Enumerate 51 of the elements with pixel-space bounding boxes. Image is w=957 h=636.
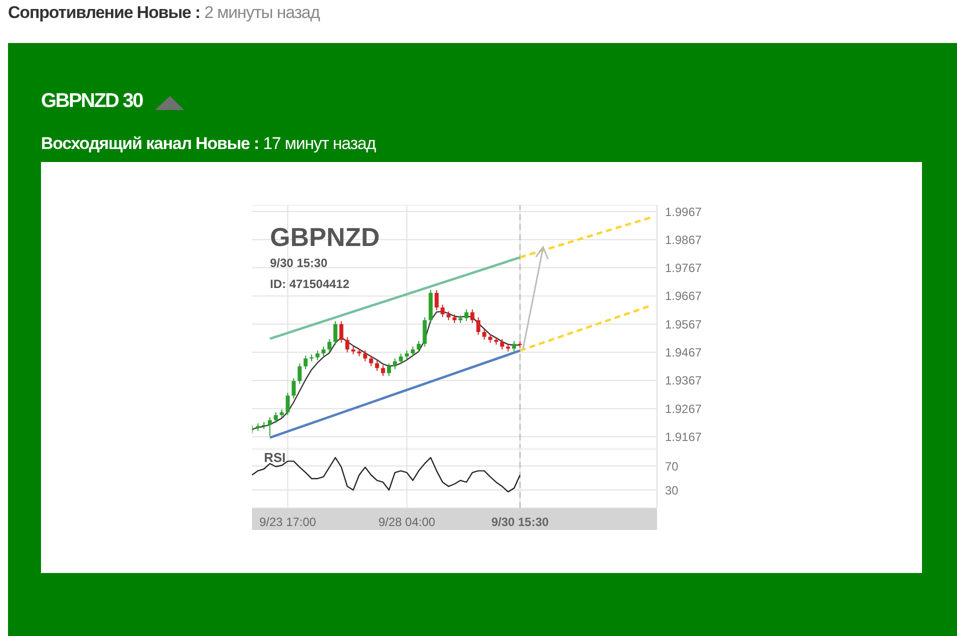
y-tick-label: 1.9967	[665, 204, 702, 219]
candlestick	[363, 350, 368, 362]
candlestick	[369, 355, 374, 367]
candlestick	[339, 320, 344, 344]
candlestick	[375, 360, 380, 372]
candlestick	[321, 346, 326, 357]
candlestick	[410, 346, 415, 357]
candlestick	[286, 392, 290, 416]
candlestick	[386, 363, 391, 376]
y-tick-label: 1.9767	[665, 261, 702, 276]
candlestick	[274, 412, 278, 424]
candlestick	[464, 308, 468, 322]
x-tick-label: 9/30 15:30	[491, 515, 550, 529]
annotation: 9/30 15:30	[270, 256, 328, 270]
candlestick	[512, 340, 516, 352]
candlestick	[422, 316, 427, 348]
candlestick	[298, 363, 302, 384]
candlestick	[268, 416, 272, 436]
candlestick	[416, 340, 421, 353]
candlestick	[316, 350, 320, 361]
candlestick	[470, 308, 474, 324]
x-tick-label: 9/28 04:00	[378, 515, 436, 529]
y-tick-label: 1.9267	[665, 402, 702, 416]
y-tick-label: 1.9167	[665, 430, 702, 444]
chart-title: RSI	[264, 450, 286, 465]
y-tick-label: 30	[665, 483, 679, 498]
y-tick-label: 1.9867	[665, 232, 702, 247]
annotation: ID: 471504412	[270, 277, 350, 291]
candlestick	[440, 304, 445, 318]
text: Сопротивление Новые : 2 минуты назад	[8, 3, 320, 22]
candlestick	[500, 338, 504, 350]
candlestick	[482, 328, 486, 340]
candlestick	[434, 290, 439, 311]
x-tick-label: 9/23 17:00	[259, 515, 316, 529]
y-tick-label: 1.9467	[665, 346, 702, 360]
candlestick	[476, 316, 480, 336]
chart-subtitle: Восходящий канал Новые : 17 минут назад	[41, 134, 376, 153]
y-tick-label: 70	[665, 459, 679, 474]
y-tick-label: 1.9567	[665, 317, 702, 332]
candlestick	[392, 358, 397, 370]
candlestick	[381, 364, 386, 376]
y-tick-label: 1.9367	[665, 374, 702, 388]
annotation: GBPNZD	[270, 222, 380, 253]
text: GBPNZD 30	[41, 90, 142, 112]
candlestick	[327, 338, 332, 353]
candlestick	[333, 320, 338, 346]
y-tick-label: 1.9667	[665, 289, 702, 304]
candlestick	[292, 378, 296, 399]
candlestick	[345, 336, 350, 353]
candlestick	[304, 355, 308, 370]
candlestick	[398, 353, 403, 365]
